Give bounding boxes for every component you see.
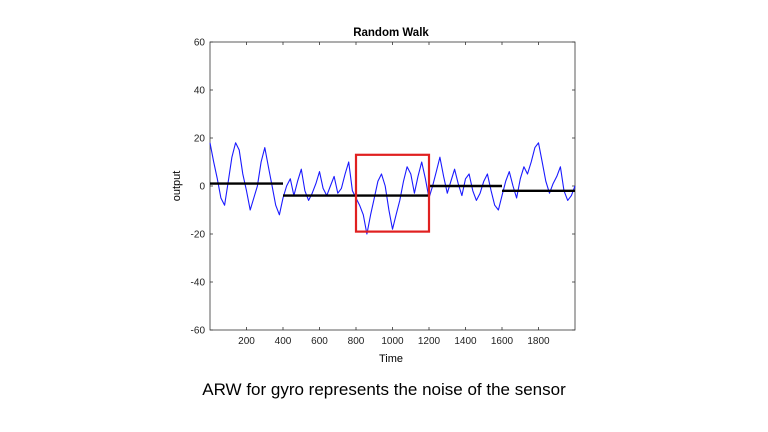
y-tick-label: 20 xyxy=(194,134,206,145)
slide-caption: ARW for gyro represents the noise of the… xyxy=(202,380,566,399)
x-tick-label: 1000 xyxy=(381,336,404,347)
chart-title: Random Walk xyxy=(353,27,429,39)
x-tick-label: 1800 xyxy=(527,336,550,347)
y-tick-label: -40 xyxy=(191,278,206,289)
random-walk-chart: Random Walk 200 400 600 800 1000 1200 1400 1600… xyxy=(171,27,576,365)
x-tick-label: 200 xyxy=(238,336,255,347)
y-axis-label: output xyxy=(171,171,183,202)
x-tick-label: 400 xyxy=(275,336,292,347)
x-tick-label: 600 xyxy=(311,336,328,347)
y-tick-label: -20 xyxy=(191,230,206,241)
y-tick-label: 0 xyxy=(199,182,205,193)
y-tick-label: 40 xyxy=(194,86,206,97)
random-walk-figure: Random Walk 200 400 600 800 1000 1200 1400 1600… xyxy=(171,27,576,365)
plot-area: 200 400 600 800 1000 1200 1400 1600 1800-60-40-2… xyxy=(191,38,576,347)
y-tick-label: 60 xyxy=(194,38,206,49)
x-tick-label: 1400 xyxy=(454,336,477,347)
highlight-box xyxy=(354,153,431,233)
axes-box xyxy=(209,41,576,331)
x-tick-label: 800 xyxy=(348,336,365,347)
y-tick-label: -60 xyxy=(191,326,206,337)
x-tick-label: 1200 xyxy=(418,336,441,347)
x-axis-label: Time xyxy=(379,353,403,365)
x-tick-label: 1600 xyxy=(491,336,514,347)
